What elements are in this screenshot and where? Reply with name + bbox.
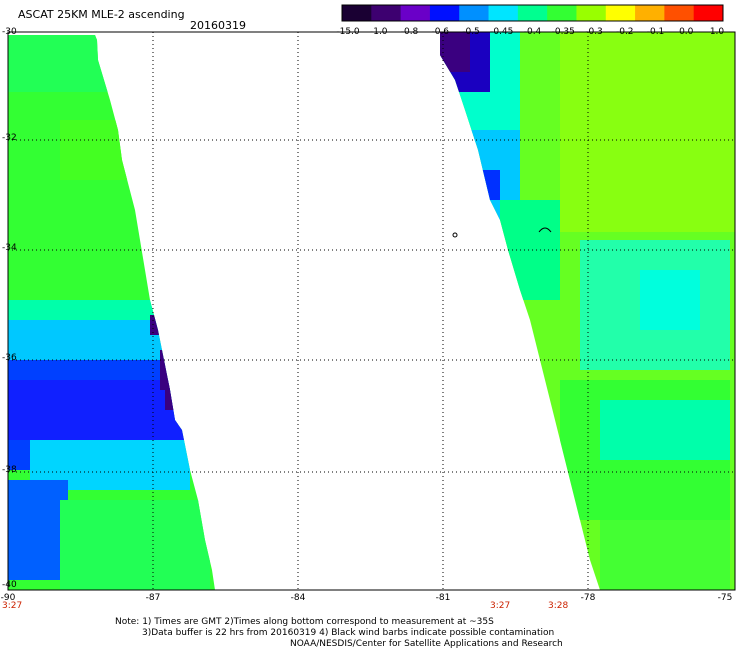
lon-label: -87 <box>145 593 161 603</box>
colorbar-swatch <box>664 5 695 21</box>
lon-label: -75 <box>717 593 733 603</box>
colorbar-tick-label: -0.3 <box>585 27 603 37</box>
colorbar-tick-label: -0.2 <box>615 27 634 37</box>
colorbar-frame <box>341 4 724 22</box>
map-date: 20160319 <box>190 19 246 32</box>
time-label: 3:27 <box>2 601 23 611</box>
lon-label: -81 <box>435 593 451 603</box>
colorbar-swatch <box>400 5 431 21</box>
colorbar-tick-label: -15.0 <box>336 27 360 37</box>
note-line-3: NOAA/NESDIS/Center for Satellite Applica… <box>290 639 563 649</box>
colorbar-tick-label: -0.6 <box>431 27 450 37</box>
colorbar-tick-label: -0.35 <box>551 27 575 37</box>
island-mark <box>452 232 458 238</box>
map-frame <box>7 31 736 591</box>
colorbar-tick-label: -0.1 <box>646 27 665 37</box>
lat-label: -36 <box>2 353 17 363</box>
colorbar-swatch <box>371 5 402 21</box>
colorbar-swatch <box>429 5 460 21</box>
time-label: 3:27 <box>490 601 511 611</box>
colorbar-tick-label: -0.4 <box>523 27 542 37</box>
colorbar-swatch <box>547 5 577 21</box>
colorbar-swatch <box>488 5 519 21</box>
colorbar-swatch <box>576 5 607 21</box>
colorbar-tick-label: -0.8 <box>400 27 419 37</box>
wind-barb-mark <box>538 227 552 233</box>
right-swath <box>440 32 735 590</box>
lon-label: -84 <box>290 593 306 603</box>
colorbar-tick-label: 1.0 <box>709 27 725 37</box>
note-line-2: 3)Data buffer is 22 hrs from 20160319 4)… <box>142 628 555 638</box>
time-label: 3:28 <box>548 601 569 611</box>
colorbar <box>341 4 724 22</box>
note-line-1: Note: 1) Times are GMT 2)Times along bot… <box>115 617 494 627</box>
colorbar-tick-label: -1.0 <box>369 27 388 37</box>
lat-label: -40 <box>2 580 17 590</box>
map-title: ASCAT 25KM MLE-2 ascending <box>18 8 185 21</box>
colorbar-tick-label: -0.5 <box>462 27 480 37</box>
left-swath <box>8 35 215 590</box>
colorbar-swatch <box>517 5 548 21</box>
colorbar-swatch <box>693 5 724 21</box>
lat-label: -34 <box>2 243 17 253</box>
grid <box>8 32 735 590</box>
colorbar-swatch <box>635 5 665 21</box>
lon-label: -90 <box>0 593 16 603</box>
colorbar-swatch <box>459 5 490 21</box>
colorbar-swatch <box>342 5 372 21</box>
lat-label: -32 <box>2 133 17 143</box>
colorbar-tick-label: -0.45 <box>490 27 514 37</box>
lat-label: -30 <box>2 27 17 37</box>
colorbar-swatch <box>605 5 636 21</box>
lon-label: -78 <box>580 593 596 603</box>
lat-label: -38 <box>2 465 17 475</box>
colorbar-tick-label: 0.0 <box>679 27 694 37</box>
